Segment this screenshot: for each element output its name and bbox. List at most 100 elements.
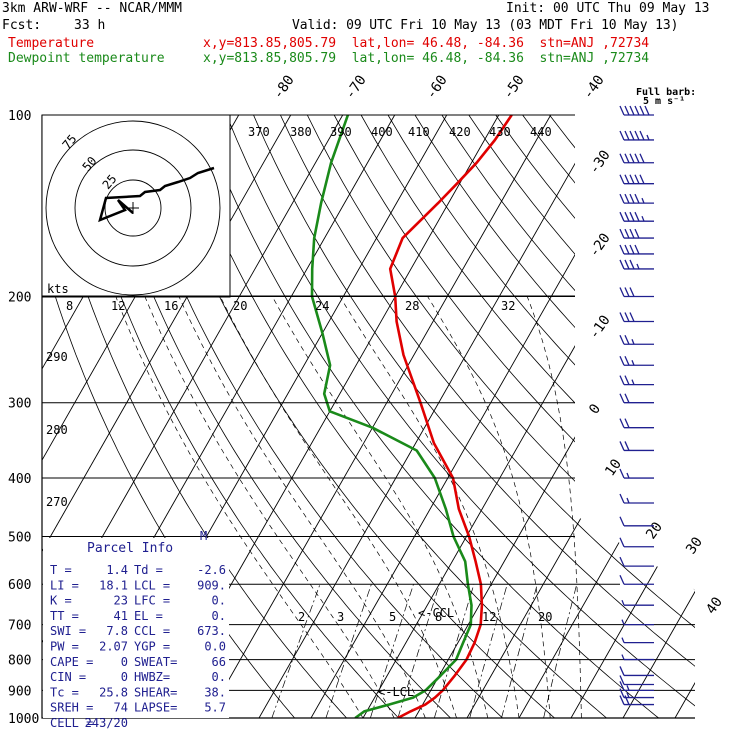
forecast-hour: 33 h <box>74 18 106 33</box>
wind-barb <box>619 193 654 204</box>
wind-barb <box>619 153 654 164</box>
wind-barb-full <box>619 681 625 691</box>
wind-barb <box>619 393 654 404</box>
parcel-info-key: YGP = <box>134 640 170 654</box>
parcel-info-value: 0. <box>212 594 226 608</box>
wind-barb-full <box>629 312 635 322</box>
parcel-info-value: 18.1 <box>99 578 128 592</box>
hodograph-speed-label: 12 <box>111 299 125 313</box>
isotherm-label: -30 <box>586 147 614 177</box>
wind-barb-full <box>619 493 625 504</box>
potential-temperature-label: 410 <box>408 125 430 139</box>
parcel-info-key: SWEAT= <box>134 655 177 669</box>
hodograph-panel <box>41 114 231 298</box>
wind-barb-full <box>619 355 625 366</box>
wind-barb-full <box>624 130 630 141</box>
pressure-tick-label: 900 <box>8 684 31 699</box>
parcel-info-title: Parcel Info <box>87 541 173 556</box>
mixing-ratio-line <box>543 584 578 718</box>
hodograph-speed-label: 8 <box>66 299 73 313</box>
hodograph-speed-label: 16 <box>164 299 178 313</box>
potential-temperature-label: 420 <box>449 125 471 139</box>
moist-adiabat-line <box>219 296 457 718</box>
dry-adiabat-line <box>42 115 359 718</box>
wind-barb-full <box>619 153 625 164</box>
wind-barb-full <box>619 393 625 403</box>
wind-barb-full <box>629 287 635 297</box>
dry-adiabat-line <box>280 115 695 718</box>
moist-adiabat-line <box>526 296 582 718</box>
dry-adiabat-line <box>360 115 695 718</box>
wind-barb-full <box>624 441 630 451</box>
mixing-ratio-label: 8 <box>435 610 442 624</box>
hodograph <box>41 114 231 298</box>
wind-barb-full <box>624 312 630 322</box>
parcel-info-key: LCL = <box>134 578 170 592</box>
wind-barb-full <box>624 375 630 385</box>
plot-frame <box>41 115 695 719</box>
isotherm-label: -70 <box>342 72 370 102</box>
wind-barb-full <box>629 228 635 239</box>
parcel-info-key: HWBZ= <box>134 670 170 684</box>
wind-barb <box>619 228 654 239</box>
wind-barb-half <box>621 654 625 660</box>
potential-temperature-label: 280 <box>46 423 68 437</box>
wind-barb-half <box>626 472 630 479</box>
mixing-ratio-label: 20 <box>538 610 552 624</box>
wind-barb-half <box>626 685 630 691</box>
wind-barb <box>619 695 654 706</box>
isotherm-label: -80 <box>270 72 298 102</box>
wind-barb <box>619 681 654 692</box>
hodograph-speed-label: 28 <box>405 299 419 313</box>
potential-temperature-label: 290 <box>46 350 68 364</box>
init-time: Init: 00 UTC Thu 09 May 13 <box>506 1 710 16</box>
wind-barb-full <box>634 228 640 239</box>
dry-adiabat-line <box>172 115 623 718</box>
parcel-info-value: 66 <box>212 655 226 669</box>
parcel-info-key: K = <box>50 594 72 608</box>
wind-barb-full <box>624 244 630 255</box>
hodograph-ring <box>104 179 162 237</box>
dry-adiabat-line <box>253 115 695 718</box>
parcel-info-value: 7.8 <box>106 624 128 638</box>
forecast-label: Fcst: <box>2 18 42 33</box>
dewpoint-legend-label: Dewpoint temperature <box>8 51 165 66</box>
wind-barb <box>619 688 654 699</box>
temperature-location-info: x,y=813.85,805.79 lat,lon= 46.48, -84.36… <box>203 36 650 51</box>
wind-barb <box>619 130 654 141</box>
wind-barb <box>619 355 654 366</box>
wind-barb-full <box>629 244 635 255</box>
wind-barb-full <box>619 259 625 270</box>
wind-barb <box>619 335 654 345</box>
hodograph-ring <box>45 120 221 296</box>
dry-adiabat-line <box>522 115 695 718</box>
dry-adiabat-line <box>495 115 695 718</box>
potential-temperature-label: 430 <box>489 125 511 139</box>
wind-barb-half <box>641 197 645 204</box>
parcel-info-key: SWI = <box>50 624 86 638</box>
pressure-tick-label: 200 <box>8 291 31 306</box>
wind-barb-full <box>629 174 635 184</box>
parcel-info-key: LFC = <box>134 594 170 608</box>
wind-barb <box>619 666 654 677</box>
wind-barb-full <box>619 574 625 585</box>
dry-adiabat-line <box>549 115 695 718</box>
pressure-tick-label: 100 <box>8 109 31 124</box>
wind-barb-half <box>621 599 625 606</box>
wind-barb-full <box>619 537 625 548</box>
dewpoint-location-info: x,y=813.85,805.79 lat,lon= 46.48, -84.36… <box>203 51 650 66</box>
wind-barb <box>619 244 654 255</box>
moist-adiabat-line <box>271 296 489 718</box>
moist-adiabat-line <box>115 296 364 718</box>
model-title: 3km ARW-WRF -- NCAR/MMM <box>2 1 183 16</box>
wind-barb <box>619 105 654 116</box>
valid-time: Valid: 09 UTC Fri 10 May 13 (03 MDT Fri … <box>292 18 679 33</box>
pressure-tick-label: 1000 <box>8 712 39 727</box>
wind-barb-full <box>624 335 630 345</box>
wind-barb-full <box>619 335 625 345</box>
wind-barb-full <box>629 193 635 204</box>
isotherm-line <box>615 115 695 718</box>
wind-barb <box>619 556 654 567</box>
wind-barb <box>619 516 654 527</box>
parcel-info-value: 5.7 <box>204 701 226 715</box>
